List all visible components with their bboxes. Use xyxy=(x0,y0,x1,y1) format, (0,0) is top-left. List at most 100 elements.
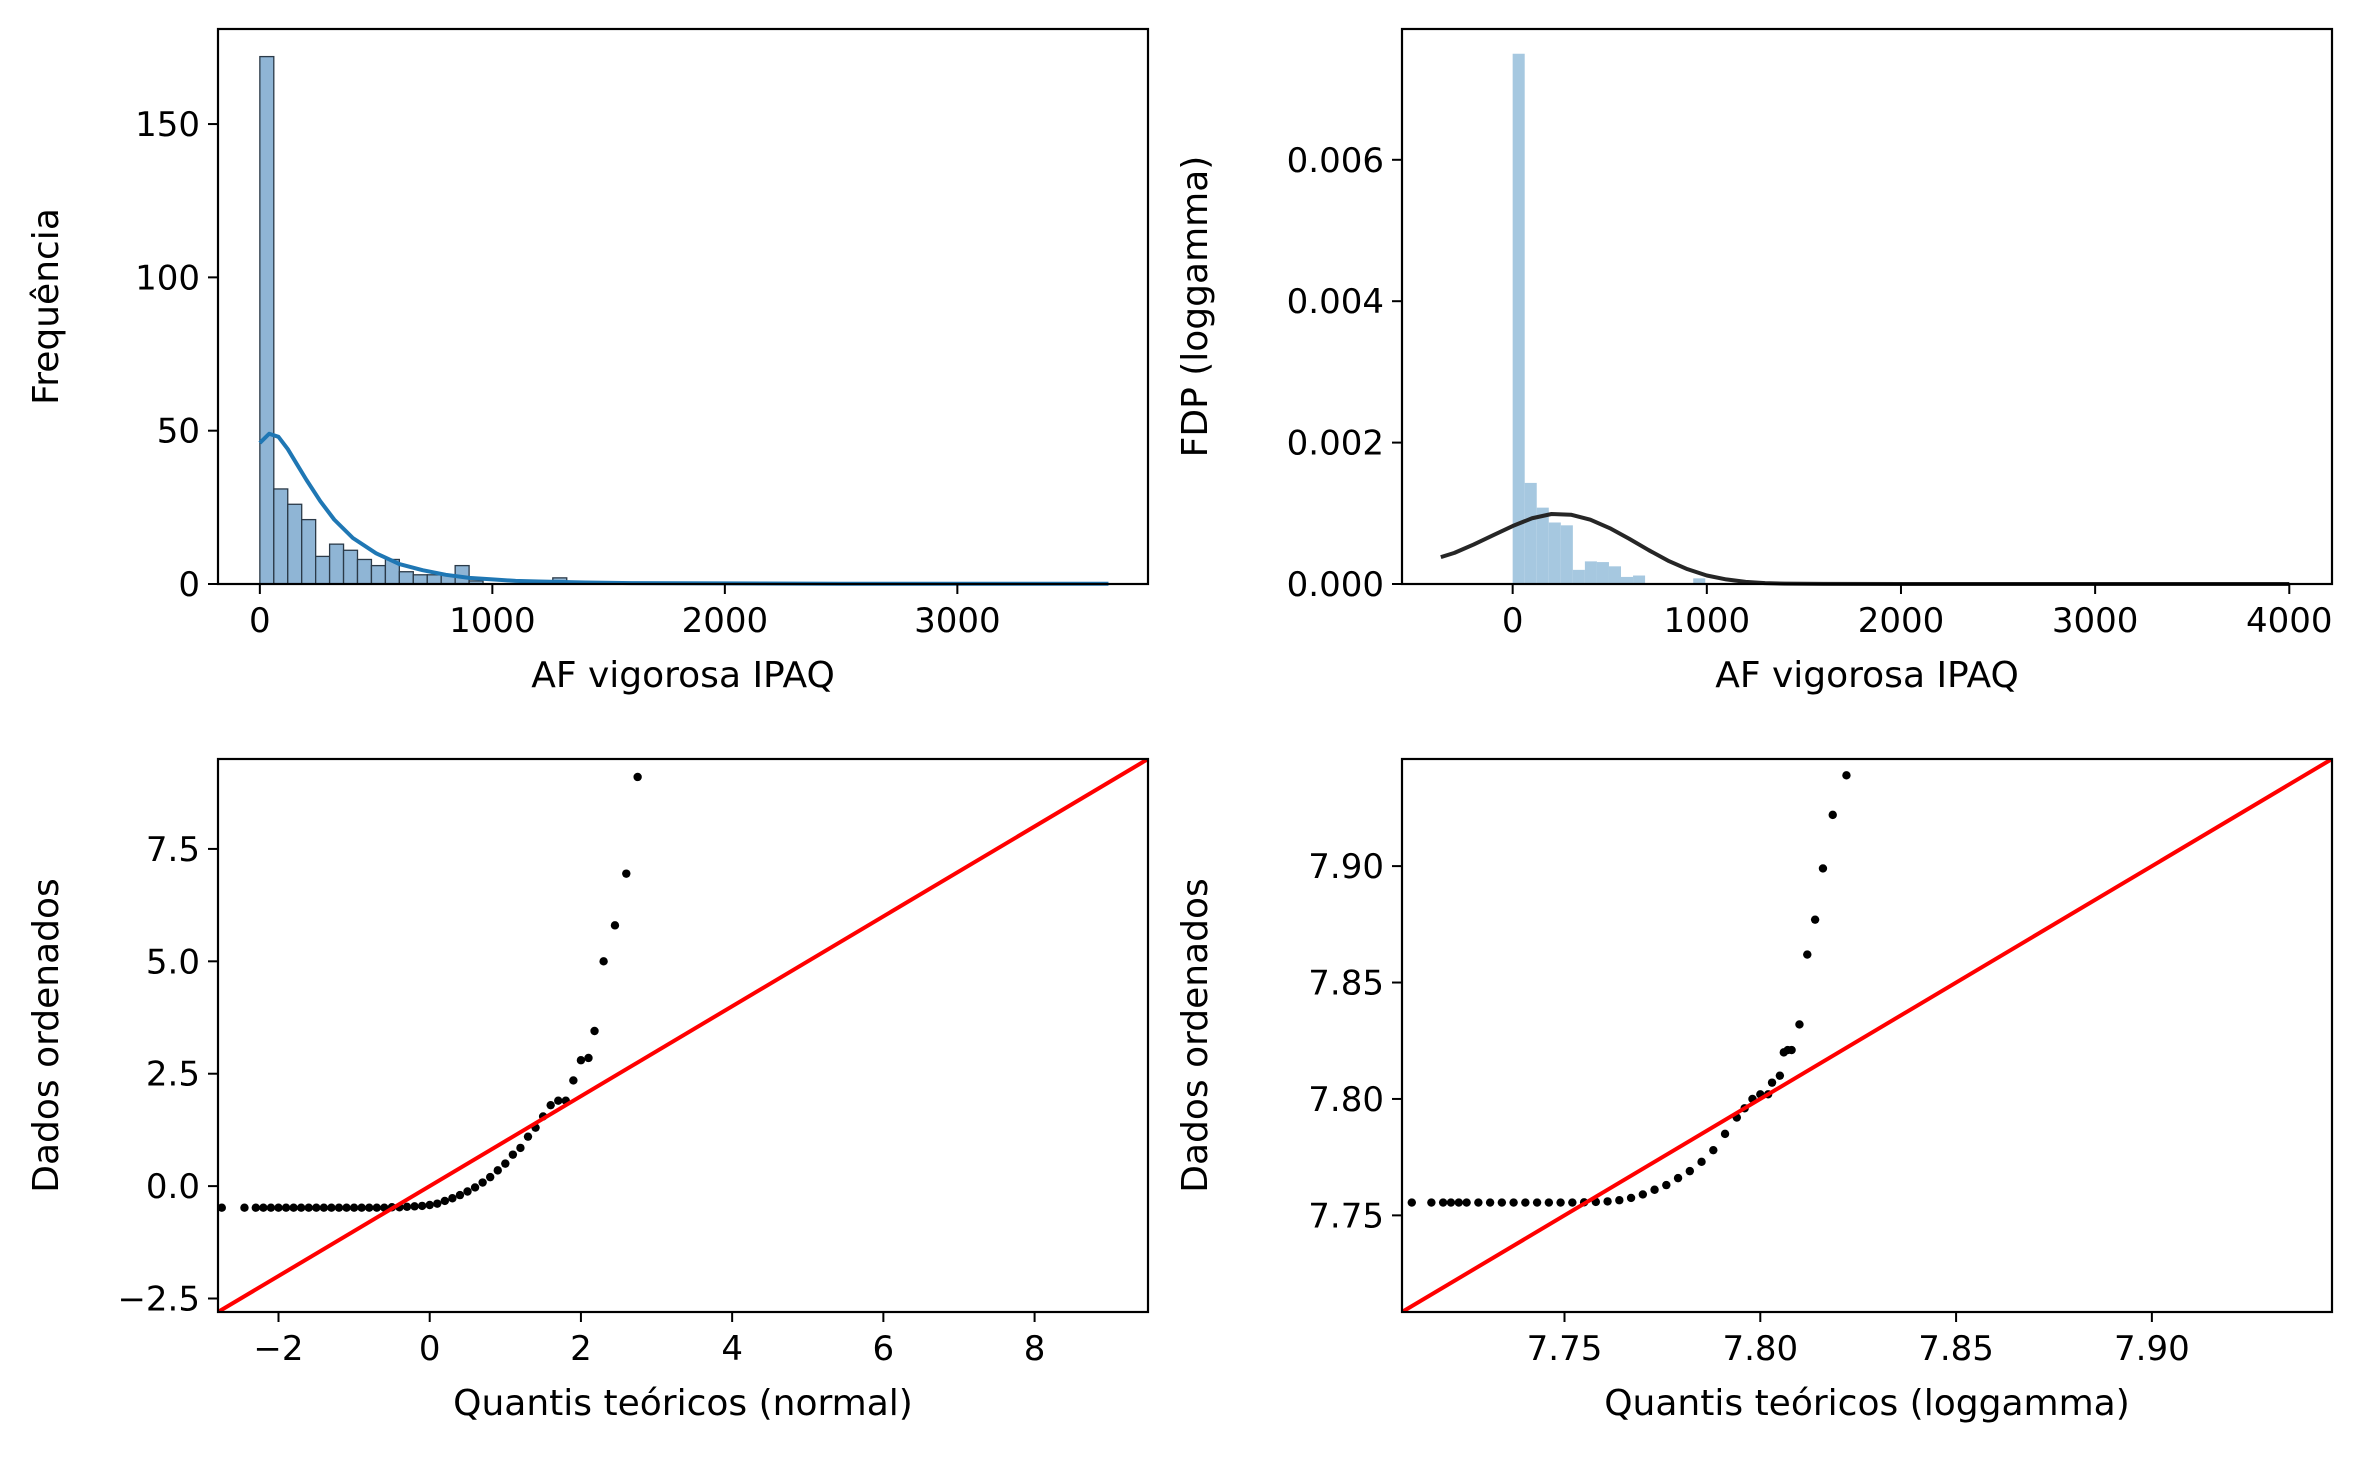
qq-point xyxy=(1842,771,1851,780)
x-tick-label: 7.85 xyxy=(1918,1329,1994,1369)
qq-point xyxy=(365,1203,374,1212)
x-tick-label: 4 xyxy=(721,1329,743,1369)
qq-point xyxy=(1407,1198,1416,1207)
x-tick-label: 6 xyxy=(873,1329,895,1369)
y-axis-label: Frequência xyxy=(26,208,67,405)
y-axis-label: Dados ordenados xyxy=(1175,878,1216,1193)
x-tick-label: 0 xyxy=(419,1329,441,1369)
density-bar xyxy=(1524,482,1537,584)
qq-point xyxy=(546,1100,555,1110)
x-tick-label: 0 xyxy=(1502,601,1524,641)
qq-point xyxy=(485,1172,495,1182)
qq-loggamma-panel: 7.75 7.80 7.85 7.90 7.75 7.80 7.85 7.90 Quantis … xyxy=(1175,757,2334,1424)
density-bar xyxy=(1512,53,1525,584)
axes-frame xyxy=(1400,27,2334,586)
qq-point xyxy=(523,1132,533,1141)
qq-point xyxy=(334,1203,344,1212)
histogram-bar xyxy=(314,555,331,585)
x-tick-label: 3000 xyxy=(2052,601,2139,641)
qq-point xyxy=(478,1178,487,1187)
x-tick-label: −2 xyxy=(253,1329,303,1369)
histogram-bar xyxy=(356,558,373,585)
qq-point xyxy=(425,1200,434,1210)
qq-point xyxy=(516,1143,525,1153)
y-tick-label: 7.90 xyxy=(1308,847,1384,887)
y-tick-label: 7.85 xyxy=(1308,964,1384,1004)
qq-point xyxy=(327,1203,336,1212)
x-tick-label: 7.75 xyxy=(1527,1329,1603,1369)
qq-point xyxy=(240,1203,249,1212)
density-bar xyxy=(1633,575,1646,584)
x-tick-label: 3000 xyxy=(914,601,1001,641)
x-axis-label: Quantis teóricos (loggamma) xyxy=(1604,1383,2130,1424)
plot-area xyxy=(1402,759,2332,1312)
y-tick-label: 7.5 xyxy=(146,830,200,870)
qq-point xyxy=(569,1076,578,1085)
y-tick-label: 0.004 xyxy=(1287,282,1384,322)
qq-point xyxy=(1795,1020,1804,1029)
qq-point xyxy=(501,1159,510,1168)
x-tick-label: 7.80 xyxy=(1722,1329,1798,1369)
axes-frame xyxy=(1400,757,2334,1314)
density-bar xyxy=(1572,569,1585,584)
density-bar xyxy=(1536,507,1549,584)
qq-point xyxy=(622,869,631,878)
qq-point xyxy=(599,957,608,966)
histogram-bar xyxy=(398,571,414,585)
qq-point xyxy=(289,1203,298,1212)
histogram-bar xyxy=(426,574,442,585)
qq-point xyxy=(633,772,642,782)
qq-point xyxy=(1787,1045,1796,1055)
x-tick-label: 8 xyxy=(1024,1329,1046,1369)
qq-point xyxy=(448,1194,457,1203)
qq-point xyxy=(304,1203,313,1212)
qq-point xyxy=(610,921,620,930)
density-bar xyxy=(1596,562,1609,584)
qq-point xyxy=(1556,1198,1565,1207)
x-tick-label: 7.90 xyxy=(2114,1329,2190,1369)
x-tick-label: 2000 xyxy=(1858,601,1945,641)
y-tick-label: 2.5 xyxy=(146,1055,200,1095)
qq-point xyxy=(1650,1185,1659,1194)
qq-point xyxy=(1544,1198,1554,1207)
plot-area xyxy=(218,759,1148,1312)
qq-point xyxy=(1709,1145,1718,1155)
histogram-bar xyxy=(328,543,345,585)
qq-point xyxy=(281,1203,291,1212)
qq-point xyxy=(1438,1198,1448,1207)
qq-point xyxy=(590,1026,599,1036)
histogram-bar xyxy=(273,488,289,585)
y-tick-label: 50 xyxy=(157,412,200,452)
qq-point xyxy=(1767,1078,1777,1087)
y-tick-label: 5.0 xyxy=(146,942,200,982)
y-tick-label: 0.0 xyxy=(146,1167,200,1207)
qq-point xyxy=(584,1053,593,1063)
density-bar xyxy=(1548,522,1561,584)
qq-point xyxy=(1828,810,1837,820)
pdf-fit-panel: 0 1000 2000 3000 4000 0.000 0.002 0.004 0.006 AF … xyxy=(1175,27,2334,696)
y-axis-label: Dados ordenados xyxy=(26,878,67,1193)
qq-point xyxy=(508,1150,518,1159)
qq-point xyxy=(1474,1198,1483,1207)
qq-point xyxy=(1603,1197,1612,1206)
axes-frame xyxy=(216,27,1150,586)
histogram-bar xyxy=(301,518,317,585)
qq-point xyxy=(312,1203,321,1212)
qq-point xyxy=(463,1187,472,1196)
qq-point xyxy=(1720,1129,1730,1139)
x-tick-label: 2 xyxy=(570,1329,592,1369)
y-tick-label: 100 xyxy=(135,258,200,298)
qq-point xyxy=(493,1166,502,1175)
qq-point xyxy=(1697,1157,1706,1167)
qq-point xyxy=(319,1203,329,1212)
y-tick-label: 150 xyxy=(135,105,200,145)
histogram-bar xyxy=(370,564,387,585)
qq-point xyxy=(455,1190,465,1200)
reference-line xyxy=(1402,759,2332,1312)
qq-point xyxy=(274,1203,283,1212)
qq-point xyxy=(1638,1190,1648,1199)
qq-point xyxy=(554,1096,563,1105)
qq-point xyxy=(1803,950,1812,959)
qq-normal-panel: −2 0 2 4 6 8 −2.5 0.0 2.5 5.0 7.5 Quantis teóricos … xyxy=(26,757,1150,1424)
